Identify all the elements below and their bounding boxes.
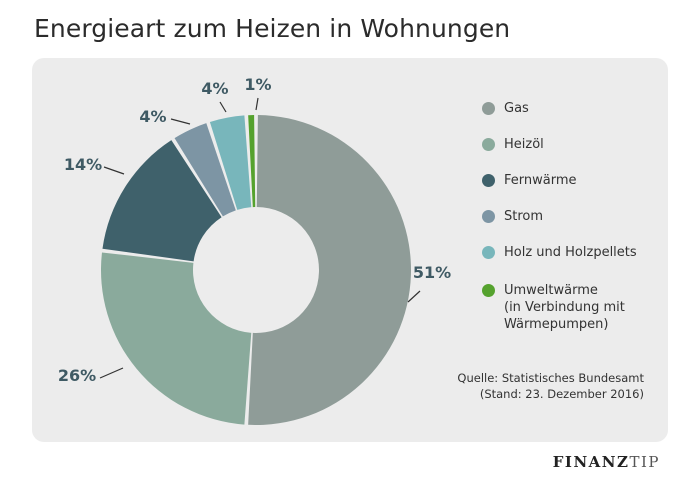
leader-line-2 (103, 166, 125, 175)
data-label-3: 4% (139, 107, 166, 126)
brand-part-2: TIP (629, 453, 660, 471)
donut-slices (101, 115, 411, 425)
finanztip-logo: FINANZTIP (553, 453, 660, 471)
source-line-2: (Stand: 23. Dezember 2016) (479, 387, 644, 401)
slice-3 (174, 123, 236, 217)
legend-label-4: Holz und Holzpellets (504, 245, 637, 260)
data-label-5: 1% (244, 75, 271, 94)
slice-0 (248, 115, 411, 425)
legend-swatch-1 (482, 138, 495, 151)
legend-swatch-0 (482, 102, 495, 115)
legend-swatch-4 (482, 246, 495, 259)
brand-part-1: FINANZ (552, 453, 630, 471)
legend-swatch-3 (482, 210, 495, 223)
donut-labels: 51% 26% 14% 4% 4% 1% (58, 75, 451, 385)
legend-label-5: Umweltwärme (in Verbindung mit Wärmepump… (504, 283, 625, 332)
legend-label-0: Gas (504, 101, 529, 116)
data-label-4: 4% (201, 79, 228, 98)
leader-line-5 (255, 97, 259, 111)
legend-item-0: Gas (482, 100, 529, 117)
leader-line-4 (219, 101, 227, 113)
legend-item-2: Fernwärme (482, 172, 577, 189)
legend-item-4: Holz und Holzpellets (482, 244, 637, 261)
leader-line-3 (170, 118, 191, 125)
legend-label-1: Heizöl (504, 137, 544, 152)
legend-item-5: Umweltwärme (in Verbindung mit Wärmepump… (482, 282, 625, 333)
legend-label-2: Fernwärme (504, 173, 577, 188)
leader-line-0 (407, 290, 421, 303)
legend-item-1: Heizöl (482, 136, 544, 153)
source-note: Quelle: Statistisches Bundesamt (Stand: … (457, 370, 644, 402)
source-line-1: Quelle: Statistisches Bundesamt (457, 371, 644, 385)
legend-item-3: Strom (482, 208, 543, 225)
slice-4 (209, 115, 252, 210)
legend-swatch-2 (482, 174, 495, 187)
data-label-2: 14% (64, 155, 102, 174)
slice-5 (248, 115, 256, 208)
chart-title: Energieart zum Heizen in Wohnungen (34, 14, 511, 43)
legend-label-3: Strom (504, 209, 544, 224)
slice-2 (102, 140, 222, 262)
slice-1 (101, 252, 252, 425)
data-label-1: 26% (58, 366, 96, 385)
legend-swatch-5 (482, 284, 495, 297)
data-label-0: 51% (413, 263, 451, 282)
leader-line-1 (99, 367, 124, 379)
